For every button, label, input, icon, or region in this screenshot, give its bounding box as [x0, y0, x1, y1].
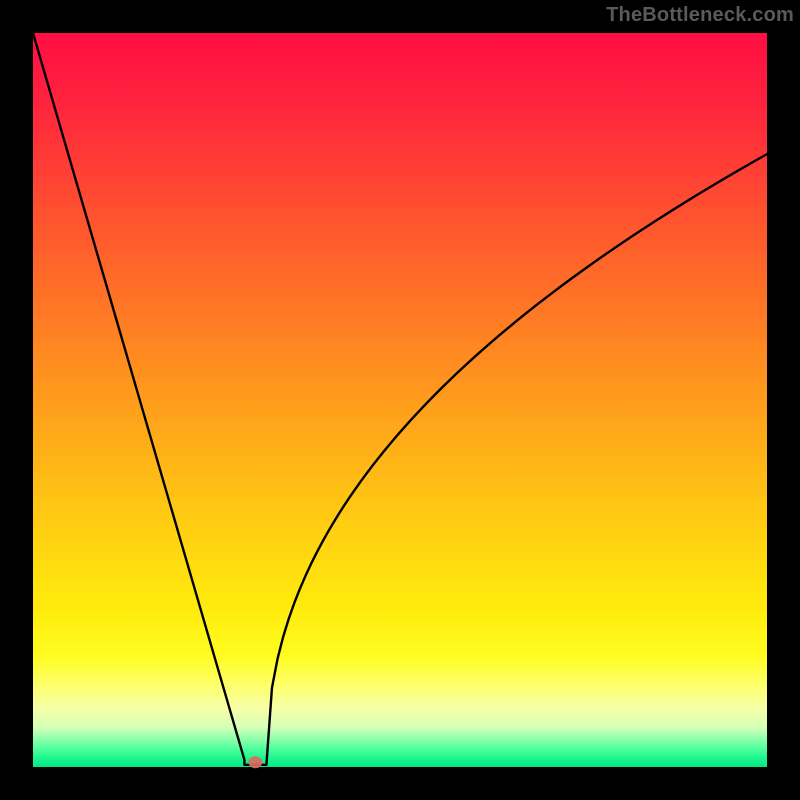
optimal-point-marker	[248, 756, 262, 768]
watermark-text: TheBottleneck.com	[606, 4, 794, 27]
bottleneck-chart	[0, 0, 800, 800]
plot-background	[33, 33, 767, 767]
